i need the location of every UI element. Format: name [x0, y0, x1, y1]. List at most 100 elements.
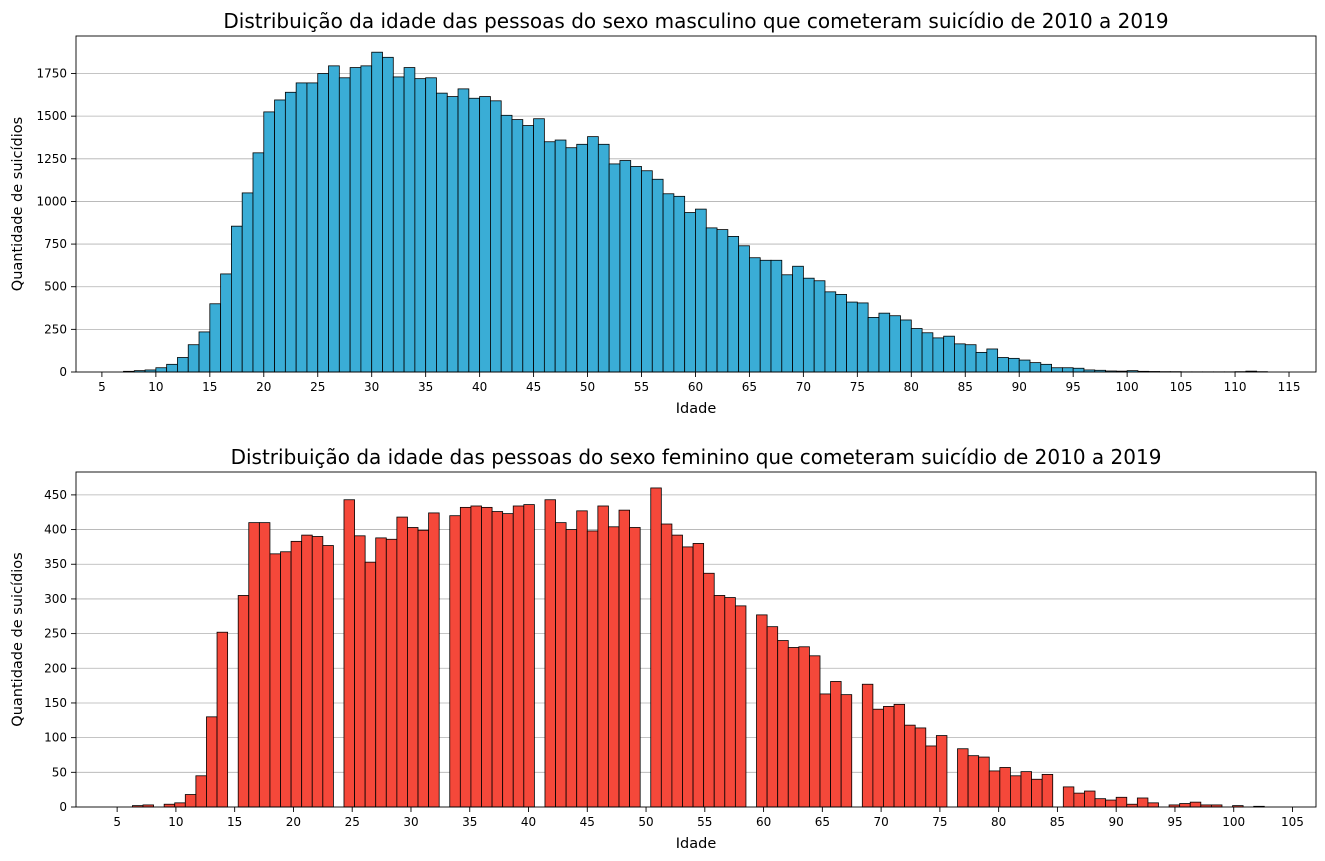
histogram-bar [630, 166, 642, 373]
y-tick-label: 1250 [36, 152, 67, 166]
histogram-bar [301, 534, 313, 808]
histogram-bar [954, 343, 966, 373]
histogram-bar [263, 111, 275, 373]
x-tick-label: 95 [1167, 815, 1182, 829]
histogram-bar [943, 335, 955, 373]
x-tick-label: 115 [1278, 380, 1301, 394]
histogram-bar [274, 99, 286, 373]
histogram-bar [1029, 362, 1042, 373]
histogram-bar [650, 487, 662, 808]
y-axis-label: Quantidade de suicídios [10, 552, 26, 726]
y-axis-label: Quantidade de suicídios [10, 117, 26, 291]
x-tick-label: 65 [815, 815, 830, 829]
histogram-bar [554, 139, 567, 373]
histogram-bar [587, 136, 599, 373]
y-tick-label: 0 [59, 365, 67, 379]
histogram-bar [576, 510, 588, 808]
histogram-bar [555, 522, 567, 808]
y-tick-label: 200 [44, 661, 67, 675]
histogram-bar [997, 357, 1009, 373]
x-tick-label: 40 [472, 380, 487, 394]
histogram-bar [1115, 796, 1128, 808]
histogram-bar [749, 257, 761, 373]
histogram-bar [660, 523, 673, 808]
histogram-bar [684, 212, 696, 373]
histogram-bar [1061, 367, 1074, 373]
histogram-bar [269, 553, 281, 808]
y-axis-ticks: 0 50 100 150 200 250 300 350 400 450 [44, 488, 76, 814]
histogram-bar [925, 745, 937, 808]
histogram-bar [177, 357, 189, 373]
histogram-bar [209, 303, 222, 373]
histogram-bar [470, 505, 482, 808]
histogram-bar [682, 546, 694, 808]
histogram-bar [237, 595, 250, 808]
histogram-bar [1147, 802, 1159, 808]
x-tick-label: 15 [202, 380, 217, 394]
histogram-bar [978, 756, 990, 808]
histogram-bar [809, 655, 821, 808]
male-age-histogram: Distribuição da idade das pessoas do sex… [10, 9, 1317, 417]
histogram-bar [988, 770, 1001, 808]
y-tick-label: 500 [44, 280, 67, 294]
x-axis-label: Idade [676, 401, 717, 417]
x-tick-label: 5 [98, 380, 106, 394]
x-tick-label: 55 [634, 380, 649, 394]
histogram-bar [964, 344, 977, 373]
histogram-bar [459, 506, 472, 808]
histogram-bar [252, 152, 265, 373]
histogram-bar [155, 367, 168, 373]
histogram-bar [766, 626, 779, 808]
x-tick-label: 80 [991, 815, 1006, 829]
histogram-bar [565, 529, 578, 808]
histogram-bar [385, 538, 398, 808]
x-tick-label: 45 [526, 380, 541, 394]
histogram-bar [608, 163, 621, 373]
histogram-bar [935, 735, 948, 808]
y-axis-ticks: 0 250 500 750 1000 1250 1500 1750 [36, 67, 76, 379]
histogram-bar [787, 647, 800, 808]
histogram-bar [597, 143, 610, 373]
x-axis-label: Idade [676, 836, 717, 852]
histogram-bar [349, 67, 362, 373]
histogram-bar [819, 693, 831, 808]
histogram-bar [856, 302, 869, 373]
y-tick-label: 450 [44, 488, 67, 502]
x-tick-label: 30 [364, 380, 379, 394]
histogram-bar [364, 561, 377, 808]
histogram-bar [360, 65, 373, 373]
histogram-bar [306, 82, 319, 373]
x-tick-label: 50 [580, 380, 595, 394]
histogram-bar [544, 499, 556, 808]
histogram-bar [446, 96, 459, 373]
histogram-bar [1040, 363, 1052, 373]
histogram-bar [481, 506, 493, 808]
x-tick-label: 35 [418, 380, 433, 394]
histogram-bar [317, 73, 329, 373]
x-tick-label: 20 [286, 815, 301, 829]
x-tick-label: 55 [697, 815, 712, 829]
histogram-bar [777, 640, 789, 808]
histogram-bar [322, 545, 334, 808]
x-axis-ticks: 5 10 15 20 25 30 35 40 45 50 55 60 65 70 75 80 85 90 95 100… [98, 372, 1300, 394]
chart-title: Distribuição da idade das pessoas do sex… [231, 445, 1162, 469]
x-tick-label: 50 [638, 815, 653, 829]
x-tick-label: 75 [850, 380, 865, 394]
histogram-bar [727, 236, 740, 373]
histogram-bar [756, 614, 768, 808]
x-tick-label: 95 [1066, 380, 1081, 394]
histogram-bar [824, 291, 837, 373]
y-tick-label: 400 [44, 523, 67, 537]
histogram-bar [198, 331, 211, 373]
x-tick-label: 100 [1116, 380, 1139, 394]
histogram-bar [713, 595, 726, 808]
histogram-bar [759, 259, 772, 373]
histogram-bar [910, 328, 923, 373]
histogram-bar [425, 77, 437, 373]
bars [132, 487, 1265, 808]
histogram-bar [619, 160, 632, 373]
histogram-bar [1051, 367, 1063, 373]
histogram-bar [781, 274, 793, 373]
histogram-bar [576, 143, 588, 373]
histogram-bar [311, 536, 324, 808]
